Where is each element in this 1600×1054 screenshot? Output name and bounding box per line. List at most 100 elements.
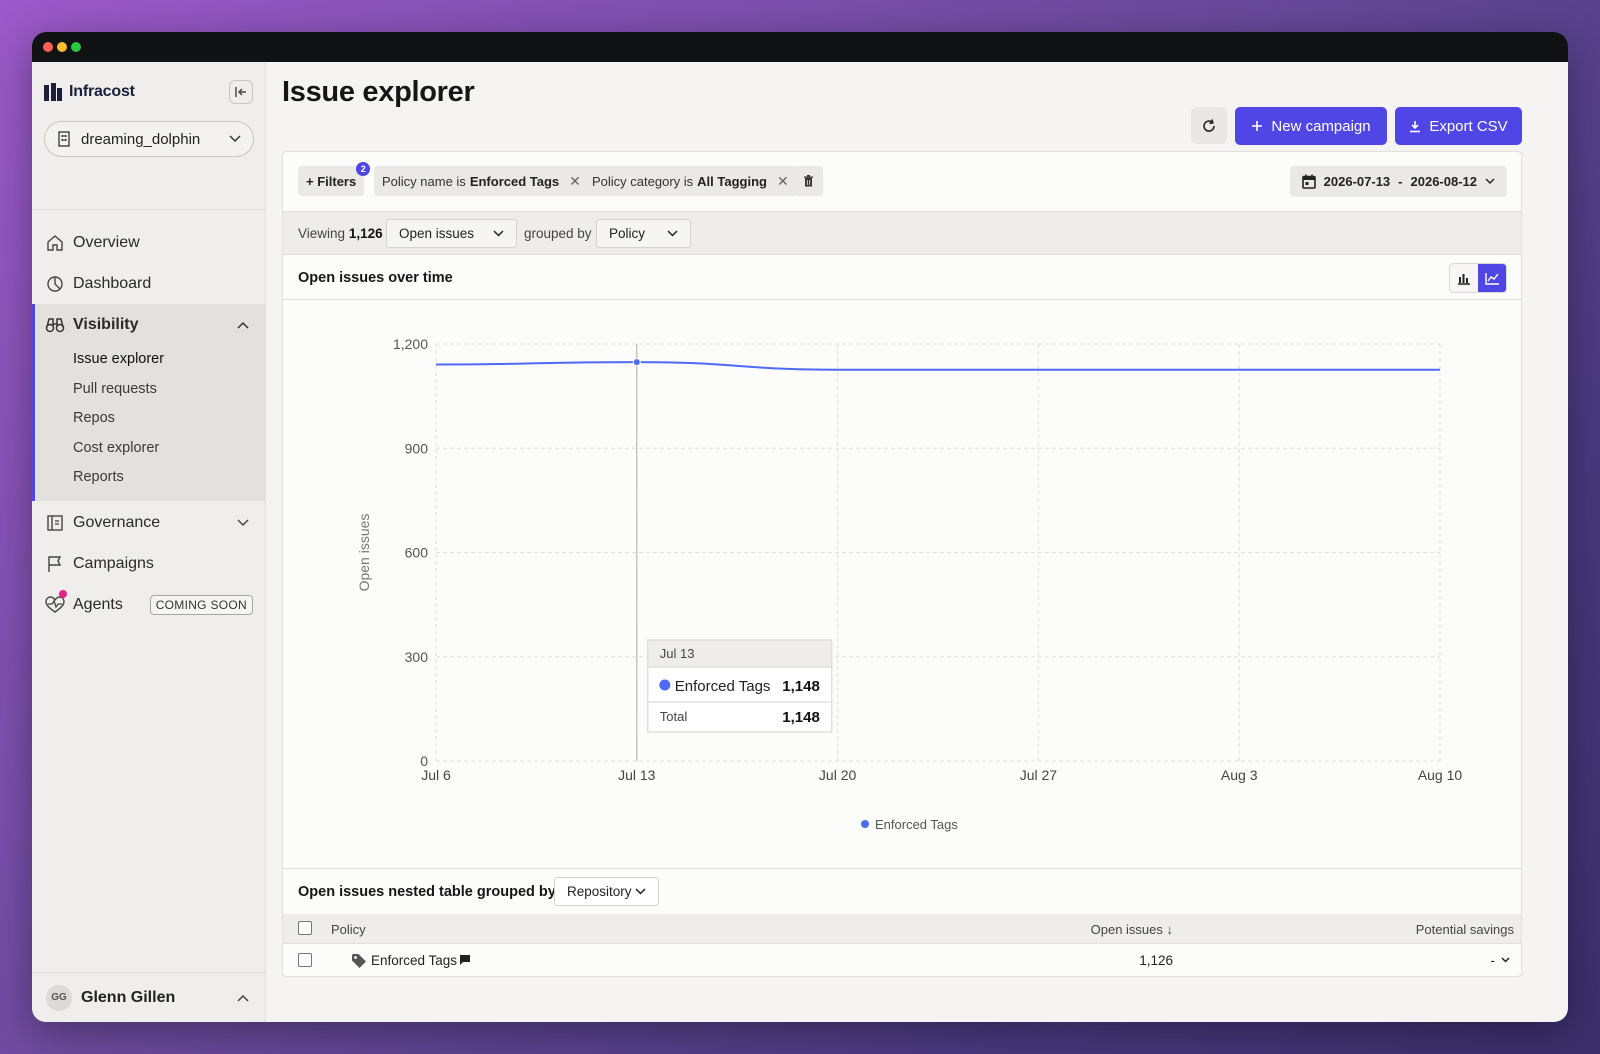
org-selector[interactable]: dreaming_dolphin [44,121,254,157]
filter-chip-policy-category[interactable]: Policy category is All Tagging ✕ [584,166,797,196]
y-tick-label: 1,200 [393,336,428,352]
download-icon [1410,120,1421,132]
grouped-by-label: grouped by [524,226,592,241]
export-csv-button[interactable]: Export CSV [1395,107,1522,145]
line-chart-toggle[interactable] [1478,264,1506,292]
nav-dashboard[interactable]: Dashboard [32,263,265,304]
metric-value: Open issues [399,226,475,241]
policy-name: Enforced Tags [371,953,458,968]
table-column-headers: Policy Open issues ↓ Potential savings [283,914,1521,944]
filter-chip-prefix: Policy name is [382,173,466,189]
nav-cost-explorer[interactable]: Cost explorer [73,439,160,456]
refresh-button[interactable] [1191,107,1227,144]
select-all-checkbox[interactable] [298,921,312,935]
x-tick-label: Aug 3 [1221,767,1258,783]
date-range-picker[interactable]: 2026-07-13 - 2026-08-12 [1289,166,1507,197]
filter-chip-policy-name[interactable]: Policy name is Enforced Tags ✕ [374,166,589,196]
app-window: Infracost dreaming_dolphin Overview Dash… [32,32,1568,1022]
minimize-window-button[interactable] [57,42,67,52]
nav-repos[interactable]: Repos [73,410,115,426]
collapse-sidebar-button[interactable] [229,80,253,104]
org-name: dreaming_dolphin [81,130,201,148]
chevron-down-icon [1485,178,1495,184]
new-campaign-button[interactable]: New campaign [1235,107,1387,145]
line-chart: 0 300 600 900 1,200 Jul 6 Jul 13 Jul 20 Jul 27 Au… [356,336,1462,832]
x-tick-label: Jul 27 [1020,767,1058,783]
chevron-down-icon [229,135,241,143]
series-line [435,361,1440,371]
home-icon [45,233,65,253]
sidebar: Infracost dreaming_dolphin Overview Dash… [32,62,266,1022]
binoculars-icon [45,315,65,335]
tooltip-total-value: 1,148 [782,709,820,726]
column-open-issues[interactable]: Open issues ↓ [1090,922,1173,937]
viewing-count: 1,126 [348,226,383,241]
refresh-icon [1203,118,1215,132]
nav-overview[interactable]: Overview [32,222,265,263]
table-group-select[interactable]: Repository [554,877,659,906]
nav-pull-requests[interactable]: Pull requests [73,380,157,397]
bar-chart-toggle[interactable] [1450,264,1478,292]
tooltip-series-name: Enforced Tags [675,678,771,695]
data-point [632,358,641,367]
chevron-down-icon [493,230,504,237]
infracost-logo-icon [44,83,62,101]
nav-visibility[interactable]: Visibility [35,304,265,345]
viewing-text: Viewing 1,126 [298,226,383,241]
metric-select[interactable]: Open issues [386,219,517,248]
column-potential-savings[interactable]: Potential savings [1415,922,1514,937]
close-icon[interactable]: ✕ [776,172,789,189]
chart-type-toggle [1449,263,1507,293]
logo[interactable]: Infracost [44,80,253,104]
explorer-panel: + Filters 2 Policy name is Enforced Tags… [282,151,1522,977]
close-window-button[interactable] [43,42,53,52]
tooltip-date: Jul 13 [660,646,695,661]
clear-filters-button[interactable] [794,166,823,196]
title-bar [32,32,1568,62]
nav-issue-explorer[interactable]: Issue explorer [73,351,165,367]
new-campaign-label: New campaign [1271,117,1371,135]
line-chart-icon [1484,272,1499,285]
maximize-window-button[interactable] [71,42,81,52]
chart-title: Open issues over time [298,270,453,286]
sidebar-divider [32,209,265,210]
collapse-left-icon [235,87,246,97]
group-select[interactable]: Policy [596,219,691,248]
filter-chip-prefix: Policy category is [592,173,694,189]
table-row[interactable]: Enforced Tags 1,126 - [283,944,1521,976]
tooltip-series-dot [659,679,671,691]
add-filter-button[interactable]: + Filters 2 [298,162,371,196]
chevron-down-icon[interactable] [1501,957,1510,963]
add-filter-label: + Filters [306,173,357,189]
main-content: Issue explorer New campaign Export CSV +… [266,62,1568,1022]
filter-chip-value: Enforced Tags [469,173,560,189]
column-policy[interactable]: Policy [331,922,366,937]
chevron-up-icon [237,321,249,329]
notification-dot [59,589,67,598]
row-checkbox[interactable] [298,953,312,967]
close-icon[interactable]: ✕ [569,172,581,189]
nav-reports[interactable]: Reports [73,469,124,485]
coming-soon-badge: COMING SOON [149,595,253,615]
nav-agents-label: Agents [73,596,123,613]
nav-agents[interactable]: Agents COMING SOON [32,585,265,626]
chart-tooltip: Jul 13 Enforced Tags 1,148 Total 1,148 [647,639,833,733]
page-title: Issue explorer [282,76,475,108]
chevron-down-icon [667,230,678,237]
nav-governance[interactable]: Governance [32,503,265,544]
logo-text: Infracost [69,83,135,100]
nav-group-visibility: Visibility Issue explorer Pull requests … [32,304,265,501]
tooltip-series-value: 1,148 [782,678,820,695]
filter-count-badge: 2 [356,162,371,176]
nav-campaigns[interactable]: Campaigns [32,544,265,585]
y-tick-label: 300 [405,649,429,665]
user-menu[interactable]: GG Glenn Gillen [32,972,265,1022]
bar-chart-icon [1458,273,1470,285]
calendar-icon [1301,174,1316,189]
filter-bar: + Filters 2 Policy name is Enforced Tags… [283,152,1521,211]
legend-label: Enforced Tags [875,817,958,832]
savings-value: - [1490,953,1496,968]
view-controls: Viewing 1,126 Open issues grouped by Pol… [283,211,1521,255]
nav-governance-label: Governance [73,514,161,531]
y-tick-label: 600 [405,545,429,561]
